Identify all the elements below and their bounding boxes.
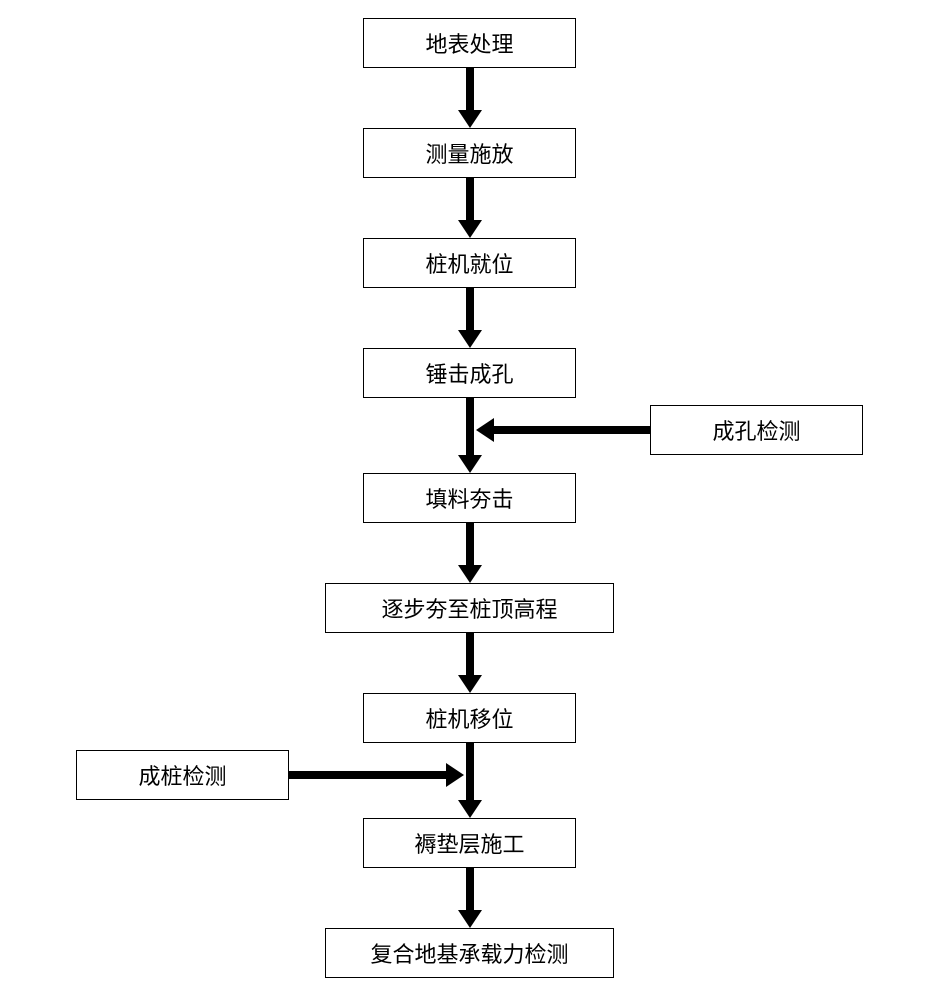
- arrow-down-icon: [458, 523, 482, 583]
- arrow-down-icon: [458, 178, 482, 238]
- node-label: 填料夯击: [425, 482, 513, 514]
- node-label: 复合地基承载力检测: [370, 937, 568, 969]
- arrow-down-icon: [458, 288, 482, 348]
- node-label: 测量施放: [425, 137, 513, 169]
- flow-node-survey-layout: 测量施放: [363, 128, 576, 178]
- flow-node-hole-inspection: 成孔检测: [650, 405, 863, 455]
- arrow-down-icon: [458, 633, 482, 693]
- node-label: 逐步夯至桩顶高程: [381, 592, 557, 624]
- flow-node-pile-inspection: 成桩检测: [76, 750, 289, 800]
- flow-node-bearing-test: 复合地基承载力检测: [325, 928, 614, 978]
- flow-node-pile-machine-position: 桩机就位: [363, 238, 576, 288]
- node-label: 成孔检测: [712, 414, 800, 446]
- node-label: 成桩检测: [138, 759, 226, 791]
- flow-node-tamp-to-top: 逐步夯至桩顶高程: [325, 583, 614, 633]
- arrow-down-icon: [458, 68, 482, 128]
- node-label: 桩机就位: [425, 247, 513, 279]
- flow-node-cushion-layer: 褥垫层施工: [363, 818, 576, 868]
- node-label: 桩机移位: [425, 702, 513, 734]
- flow-node-hammer-hole: 锤击成孔: [363, 348, 576, 398]
- node-label: 锤击成孔: [425, 357, 513, 389]
- flow-node-machine-move: 桩机移位: [363, 693, 576, 743]
- arrow-right-icon: [289, 763, 464, 787]
- arrow-down-icon: [458, 868, 482, 928]
- flow-node-fill-tamp: 填料夯击: [363, 473, 576, 523]
- arrow-left-icon: [476, 418, 650, 442]
- node-label: 褥垫层施工: [414, 827, 524, 859]
- flow-node-surface-treatment: 地表处理: [363, 18, 576, 68]
- node-label: 地表处理: [425, 27, 513, 59]
